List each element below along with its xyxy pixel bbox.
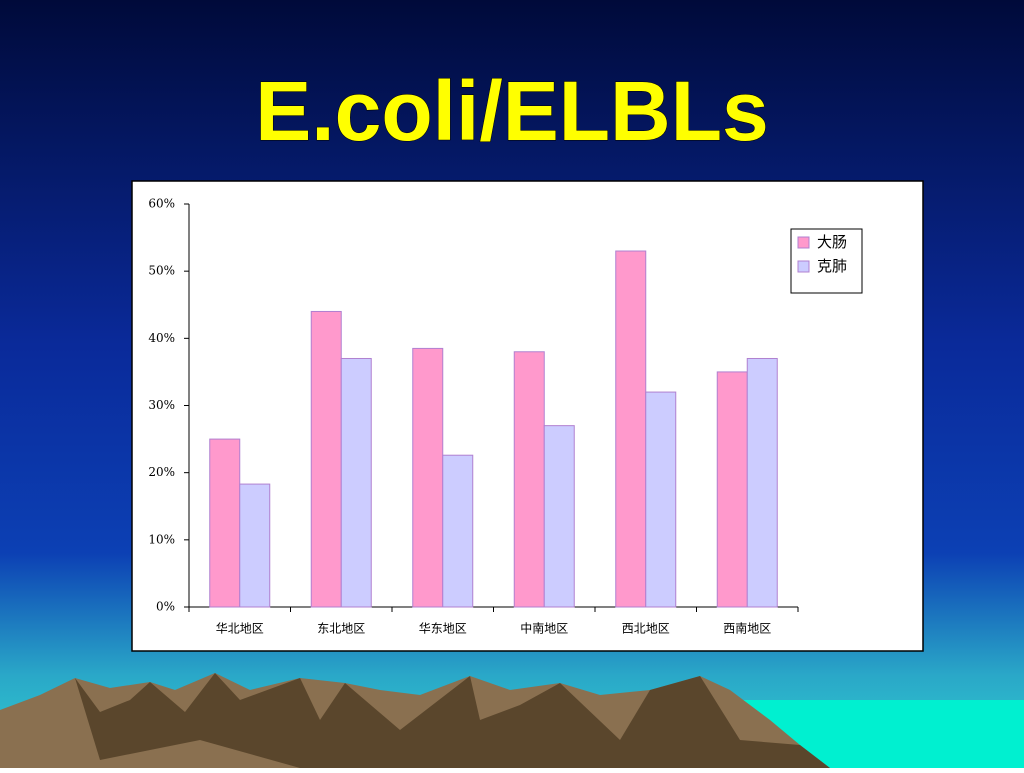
legend-label: 克肺 [817, 258, 847, 275]
plot: 0% 10% 20% 30% 40% 50% 60% 华北地区 东北地区 华东地区 中南地区 西北地区… [148, 197, 863, 636]
mountain-shadow [75, 673, 830, 768]
bar [716, 371, 748, 608]
x-tick-label: 西南地区 [723, 621, 771, 636]
x-tick-label: 东北地区 [317, 622, 365, 636]
x-tick-label: 西北地区 [622, 622, 670, 636]
y-tick-label: 60% [148, 197, 175, 211]
bar [239, 483, 271, 608]
bar [746, 357, 778, 608]
y-tick-label: 0% [156, 600, 175, 614]
legend-label: 大肠 [817, 234, 847, 251]
bar [543, 425, 575, 608]
x-tick-label: 华北地区 [216, 622, 264, 636]
bar [615, 250, 647, 608]
bar [645, 391, 677, 608]
bar [412, 347, 444, 608]
bar [340, 357, 372, 608]
bar [209, 438, 241, 608]
y-tick-label: 40% [148, 331, 175, 345]
y-tick-label: 30% [148, 398, 175, 412]
y-tick-label: 20% [148, 465, 175, 479]
bar [310, 310, 342, 608]
y-tick-label: 50% [148, 264, 175, 278]
bar [513, 351, 545, 608]
x-tick-label: 华东地区 [419, 622, 467, 636]
legend-swatch [797, 260, 810, 273]
legend-swatch [797, 236, 810, 249]
y-tick-label: 10% [148, 532, 175, 546]
chart-title: E.coli/ELBLs [255, 64, 768, 158]
x-tick-label: 中南地区 [520, 621, 568, 636]
bar [442, 454, 474, 608]
